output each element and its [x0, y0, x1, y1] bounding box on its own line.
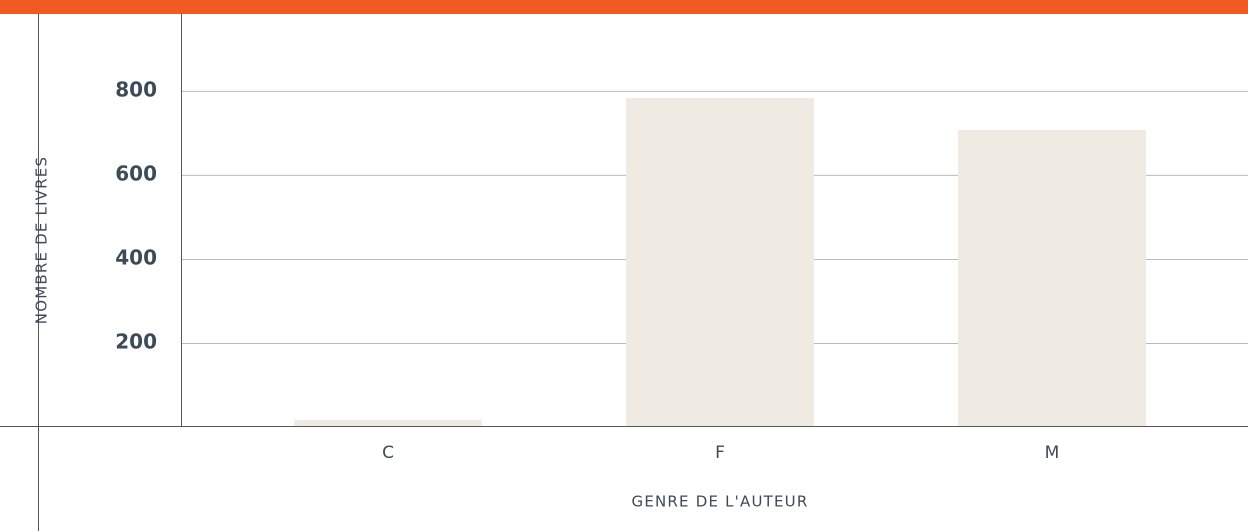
x-tick-label: M [1045, 443, 1060, 463]
bar [626, 98, 814, 428]
x-axis-title: GENRE DE L'AUTEUR [632, 493, 809, 511]
x-tick-label: F [715, 443, 725, 463]
y-tick-label: 200 [115, 329, 157, 353]
bar [294, 419, 482, 427]
y-tick-label: 400 [115, 245, 157, 269]
y-axis-title: NOMBRE DE LIVRES [33, 156, 51, 324]
x-tick-label: C [382, 443, 394, 463]
top-bar [0, 0, 1248, 14]
bar [958, 129, 1146, 428]
y-tick-label: 800 [115, 77, 157, 101]
y-tick-label: 600 [115, 161, 157, 185]
